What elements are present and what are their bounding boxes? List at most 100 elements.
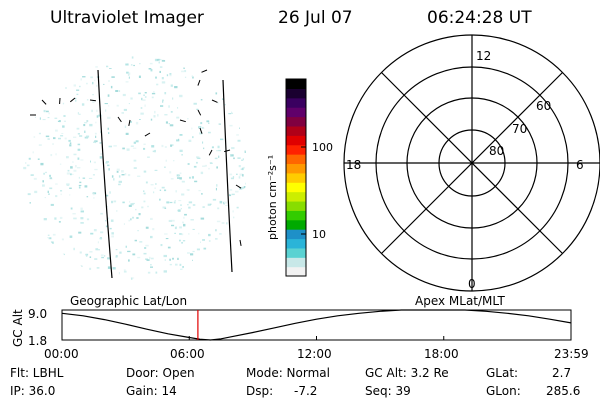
image-pixel — [73, 153, 77, 156]
image-pixel — [66, 184, 69, 186]
image-pixel — [220, 57, 225, 60]
colorbar: 100 10 photon cm⁻²s⁻¹ — [266, 78, 333, 277]
image-pixel — [193, 102, 197, 105]
image-pixel — [109, 227, 112, 230]
image-pixel — [37, 85, 39, 87]
image-pixel — [218, 149, 222, 152]
image-pixel — [76, 89, 80, 91]
y-tick-bottom: 1.8 — [28, 334, 47, 348]
image-pixel — [239, 125, 243, 127]
map-tick — [211, 99, 218, 103]
image-pixel — [113, 200, 117, 203]
image-pixel — [143, 192, 146, 195]
status-gc-alt: GC Alt: 3.2 Re — [365, 366, 449, 380]
image-pixel — [86, 196, 89, 198]
image-pixel — [34, 116, 36, 118]
image-pixel — [243, 82, 246, 84]
image-pixel — [125, 63, 129, 66]
image-pixel — [184, 70, 187, 73]
image-pixel — [236, 101, 240, 103]
image-pixel — [55, 183, 58, 185]
image-pixel — [63, 120, 66, 122]
image-pixel — [175, 190, 177, 193]
image-pixel — [80, 66, 84, 69]
image-pixel — [135, 208, 137, 211]
image-pixel — [190, 253, 194, 256]
colorbar-segment — [286, 172, 306, 183]
image-pixel — [245, 197, 247, 199]
image-pixel — [122, 201, 125, 204]
image-pixel — [163, 270, 167, 273]
image-pixel — [73, 136, 77, 138]
image-pixel — [196, 156, 198, 159]
image-pixel — [30, 174, 34, 176]
image-pixel — [199, 132, 203, 135]
image-pixel — [218, 123, 221, 125]
image-pixel — [155, 76, 157, 79]
image-pixel — [150, 266, 153, 268]
image-pixel — [181, 180, 185, 183]
image-pixel — [86, 218, 90, 221]
image-pixel — [201, 193, 203, 195]
image-pixel — [79, 181, 82, 184]
image-pixel — [143, 147, 146, 150]
image-pixel — [162, 99, 164, 102]
image-pixel — [90, 160, 91, 163]
image-pixel — [222, 250, 225, 252]
image-pixel — [149, 62, 153, 65]
image-pixel — [187, 56, 191, 59]
image-pixel — [47, 190, 49, 193]
image-pixel — [246, 81, 247, 84]
image-pixel — [61, 238, 64, 241]
image-pixel — [177, 209, 179, 212]
map-tick — [41, 99, 47, 105]
image-pixel — [88, 272, 91, 275]
image-pixel — [239, 108, 242, 110]
image-pixel — [110, 85, 113, 89]
image-pixel — [158, 61, 160, 64]
image-pixel — [145, 226, 149, 229]
image-pixel — [58, 254, 61, 256]
image-pixel — [203, 59, 205, 61]
image-pixel — [31, 219, 33, 222]
image-pixel — [220, 138, 224, 141]
image-pixel — [77, 112, 79, 115]
image-pixel — [245, 237, 247, 240]
image-pixel — [208, 240, 211, 242]
image-pixel — [34, 190, 38, 194]
image-pixel — [58, 137, 61, 140]
y-tick-top: 9.0 — [28, 307, 47, 321]
image-pixel — [50, 83, 54, 86]
image-pixel — [59, 216, 63, 219]
image-pixel — [193, 64, 195, 67]
colorbar-segment — [286, 144, 306, 155]
lon-line-left — [97, 69, 113, 279]
image-pixel — [121, 112, 124, 114]
image-pixel — [49, 249, 53, 252]
image-pixel — [166, 201, 170, 204]
image-pixel — [131, 277, 133, 280]
mlat-label-70: 70 — [512, 122, 527, 136]
status-glat-value: 2.7 — [552, 366, 572, 380]
image-pixel — [200, 99, 203, 101]
image-pixel — [90, 232, 94, 235]
image-pixel — [206, 120, 210, 123]
image-pixel — [172, 97, 174, 100]
image-pixel — [84, 185, 88, 188]
image-pixel — [176, 116, 180, 119]
image-pixel — [106, 65, 109, 68]
image-pixel — [133, 141, 136, 144]
image-pixel — [107, 94, 110, 97]
image-pixel — [77, 167, 81, 169]
map-tick — [179, 119, 186, 123]
image-pixel — [80, 159, 84, 161]
image-pixel — [164, 146, 167, 148]
image-pixel — [209, 162, 213, 164]
image-pixel — [77, 148, 81, 151]
image-pixel — [116, 210, 118, 212]
image-pixel — [62, 75, 66, 77]
image-pixel — [240, 168, 243, 170]
image-pixel — [33, 136, 36, 138]
image-pixel — [128, 72, 131, 75]
image-pixel — [169, 74, 172, 77]
